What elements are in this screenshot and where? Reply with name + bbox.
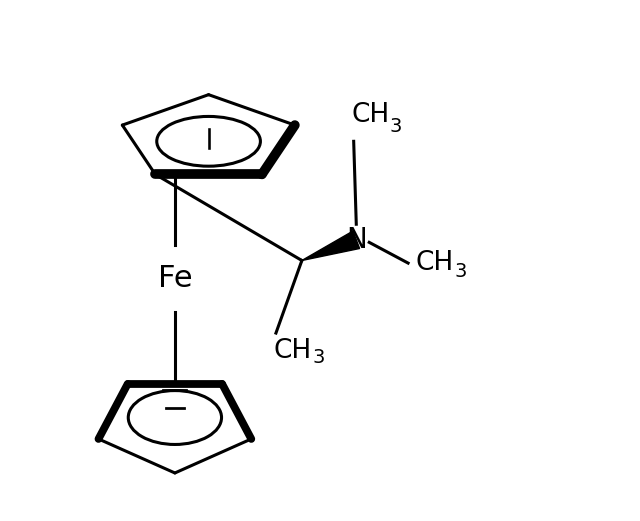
Text: Fe: Fe <box>157 264 192 293</box>
Text: CH: CH <box>416 250 454 276</box>
Text: 3: 3 <box>312 348 324 367</box>
Text: 3: 3 <box>455 263 467 281</box>
Text: CH: CH <box>273 338 312 364</box>
Text: CH: CH <box>351 102 389 128</box>
Text: N: N <box>346 226 367 254</box>
Polygon shape <box>302 231 360 260</box>
Text: 3: 3 <box>390 117 403 136</box>
